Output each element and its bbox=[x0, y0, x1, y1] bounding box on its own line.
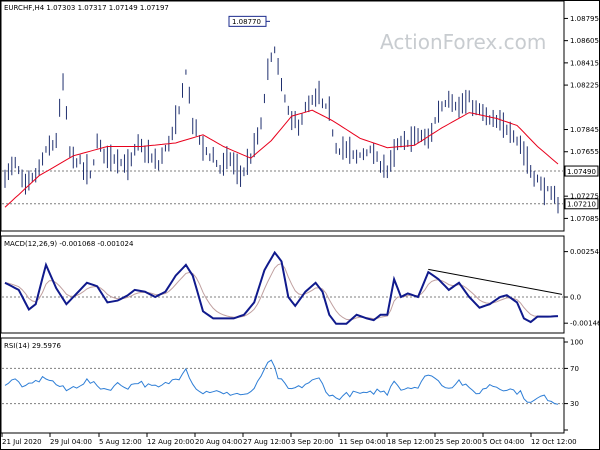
macd-header: MACD(12,26,9) -0.001068 -0.001024 bbox=[4, 240, 134, 248]
x-tick-label: 5 Aug 12:00 bbox=[99, 438, 142, 446]
x-tick-label: 12 Oct 12:00 bbox=[531, 438, 577, 446]
rsi-y-tick-label: 30 bbox=[570, 400, 579, 408]
time-axis: 21 Jul 2020 29 Jul 04:00 5 Aug 12:00 12 Aug… bbox=[1, 433, 577, 446]
macd-y-axis: 0.002547 0.0 -0.001468 bbox=[564, 248, 600, 328]
price-y-tick-label: 1.08795 bbox=[570, 15, 599, 23]
x-tick-label: 21 Jul 2020 bbox=[2, 438, 42, 446]
x-tick-label: 25 Sep 20:00 bbox=[435, 438, 482, 446]
macd-y-tick-label: 0.0 bbox=[570, 294, 581, 302]
x-tick-label: 11 Sep 04:00 bbox=[339, 438, 386, 446]
rsi-line bbox=[4, 359, 559, 405]
macd-y-tick-label: 0.002547 bbox=[570, 248, 600, 256]
price-panel: ActionForex.com EURCHF,H4 1.07303 1.0731… bbox=[0, 0, 599, 232]
rsi-header: RSI(14) 29.5976 bbox=[4, 342, 61, 350]
rsi-y-tick-label: 70 bbox=[570, 365, 579, 373]
rsi-y-axis: 100 70 30 bbox=[564, 339, 583, 431]
level-marker-box bbox=[564, 198, 599, 210]
price-y-tick-label: 1.08415 bbox=[570, 59, 599, 67]
level-marker-label: 1.07210 bbox=[567, 201, 596, 209]
price-y-tick-label: 1.08605 bbox=[570, 37, 599, 45]
macd-line bbox=[4, 250, 559, 325]
moving-average-line bbox=[4, 109, 559, 208]
rsi-y-tick-label: 100 bbox=[570, 339, 583, 347]
price-header: EURCHF,H4 1.07303 1.07317 1.07149 1.0719… bbox=[4, 4, 169, 12]
level-marker-label: 1.07490 bbox=[567, 168, 596, 176]
price-y-tick-label: 1.07085 bbox=[570, 215, 599, 223]
price-y-tick-label: 1.07845 bbox=[570, 126, 599, 134]
macd-trendline bbox=[428, 268, 563, 295]
watermark: ActionForex.com bbox=[380, 30, 546, 54]
x-tick-label: 20 Aug 04:00 bbox=[195, 438, 242, 446]
price-y-tick-label: 1.07655 bbox=[570, 148, 599, 156]
x-tick-label: 5 Oct 04:00 bbox=[483, 438, 524, 446]
x-tick-label: 3 Sep 20:00 bbox=[291, 438, 333, 446]
macd-y-tick-label: -0.001468 bbox=[570, 320, 600, 328]
price-y-tick-label: 1.07275 bbox=[570, 193, 599, 201]
macd-panel: MACD(12,26,9) -0.001068 -0.001024 0.0025… bbox=[0, 235, 600, 334]
candles bbox=[4, 46, 559, 214]
price-markers: 1.08770 1.07490 1.07210 bbox=[228, 15, 599, 210]
level-marker-box bbox=[564, 165, 599, 177]
price-y-axis: 1.08795 1.08605 1.08415 1.08225 1.07845 1.076… bbox=[564, 15, 599, 223]
x-tick-label: 29 Jul 04:00 bbox=[50, 438, 92, 446]
x-tick-label: 12 Aug 20:00 bbox=[147, 438, 194, 446]
rsi-panel: RSI(14) 29.5976 100 70 30 bbox=[0, 337, 583, 434]
x-tick-label: 18 Sep 12:00 bbox=[387, 438, 434, 446]
price-y-tick-label: 1.08225 bbox=[570, 82, 599, 90]
price-levels bbox=[2, 170, 563, 205]
high-marker-label: 1.08770 bbox=[232, 18, 261, 26]
x-tick-label: 27 Aug 12:00 bbox=[243, 438, 290, 446]
